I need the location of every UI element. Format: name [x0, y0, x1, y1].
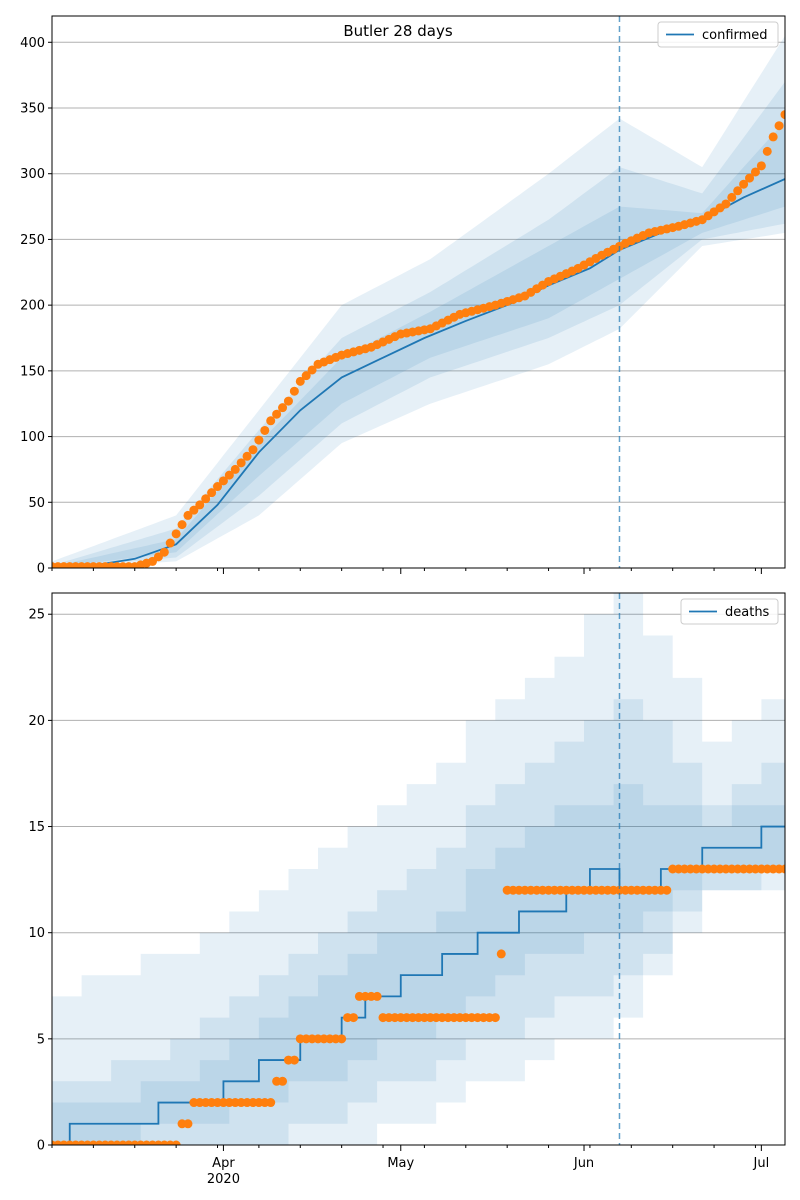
- y-tick-label: 250: [20, 233, 45, 248]
- legend-label: confirmed: [702, 28, 768, 43]
- x-tick-label: Apr: [212, 1156, 235, 1171]
- x-tick-sublabel: 2020: [207, 1172, 240, 1187]
- x-tick-label: Jul: [753, 1156, 770, 1171]
- x-tick-label: Jun: [573, 1156, 594, 1171]
- data-point: [213, 482, 223, 492]
- data-point: [780, 110, 785, 120]
- y-tick-label: 400: [20, 36, 45, 51]
- plot-area: [52, 35, 785, 568]
- data-point: [201, 494, 211, 504]
- data-point: [662, 885, 672, 895]
- legend-box: [657, 21, 779, 48]
- data-point: [189, 505, 199, 515]
- chart-title: Butler 28 days: [343, 22, 452, 40]
- plot-area: [52, 593, 785, 1145]
- data-point: [721, 199, 731, 209]
- data-point: [733, 186, 743, 196]
- data-point: [248, 445, 258, 455]
- data-point: [307, 365, 317, 375]
- data-point: [266, 416, 276, 426]
- band-outer: [52, 35, 785, 568]
- y-tick-label: 150: [20, 364, 45, 379]
- y-tick-label: 10: [28, 926, 45, 941]
- y-tick-label: 200: [20, 299, 45, 314]
- x-tick-label: May: [387, 1156, 414, 1171]
- data-point: [254, 435, 264, 445]
- y-tick-label: 5: [37, 1032, 45, 1047]
- band-inner: [52, 784, 785, 1145]
- plot-frame: [51, 15, 786, 569]
- data-point: [348, 1013, 358, 1023]
- data-point: [207, 488, 217, 498]
- band-outer: [52, 593, 785, 1145]
- band-inner: [52, 121, 785, 568]
- data-point: [756, 161, 766, 171]
- y-tick-label: 20: [28, 714, 45, 729]
- data-point: [236, 458, 246, 468]
- data-point: [739, 179, 749, 189]
- data-point: [289, 1055, 299, 1065]
- y-tick-label: 300: [20, 167, 45, 182]
- data-point: [224, 470, 234, 480]
- data-point: [745, 173, 755, 183]
- band-middle: [52, 699, 785, 1145]
- data-point: [289, 386, 299, 396]
- data-point: [171, 529, 181, 539]
- data-point: [762, 146, 772, 156]
- confirmed-chart: Butler 28 days 0 50 100 150 200 250 300 350 400 c…: [20, 15, 786, 577]
- data-point: [195, 500, 205, 510]
- y-tick-label: 350: [20, 102, 45, 117]
- data-point: [768, 132, 778, 142]
- data-point: [278, 1076, 288, 1086]
- data-point: [301, 371, 311, 381]
- y-tick-label: 15: [28, 820, 45, 835]
- data-point: [283, 396, 293, 406]
- data-point: [171, 1140, 181, 1145]
- data-point: [218, 476, 228, 486]
- band-middle: [52, 81, 785, 568]
- data-point: [183, 1119, 193, 1129]
- y-tick-label: 25: [28, 608, 45, 623]
- data-point: [372, 991, 382, 1001]
- data-point: [780, 864, 785, 874]
- data-point: [337, 1034, 347, 1044]
- data-point: [183, 510, 193, 520]
- y-tick-label: 0: [37, 562, 45, 577]
- data-point: [496, 949, 506, 959]
- data-point: [260, 425, 270, 435]
- y-tick-label: 0: [37, 1139, 45, 1154]
- legend-box: [680, 598, 779, 625]
- data-point: [242, 451, 252, 461]
- y-tick-label: 100: [20, 430, 45, 445]
- plot-frame: [51, 592, 786, 1146]
- data-point: [750, 167, 760, 177]
- data-point: [165, 538, 175, 548]
- data-point: [272, 409, 282, 419]
- data-point: [490, 1013, 500, 1023]
- data-point: [159, 547, 169, 557]
- data-point: [278, 403, 288, 413]
- legend-label: deaths: [725, 605, 770, 620]
- data-point: [177, 520, 187, 530]
- data-point: [266, 1098, 276, 1108]
- y-tick-label: 50: [28, 496, 45, 511]
- data-point: [295, 376, 305, 386]
- data-point: [774, 121, 784, 131]
- data-point: [230, 464, 240, 474]
- data-point: [727, 192, 737, 202]
